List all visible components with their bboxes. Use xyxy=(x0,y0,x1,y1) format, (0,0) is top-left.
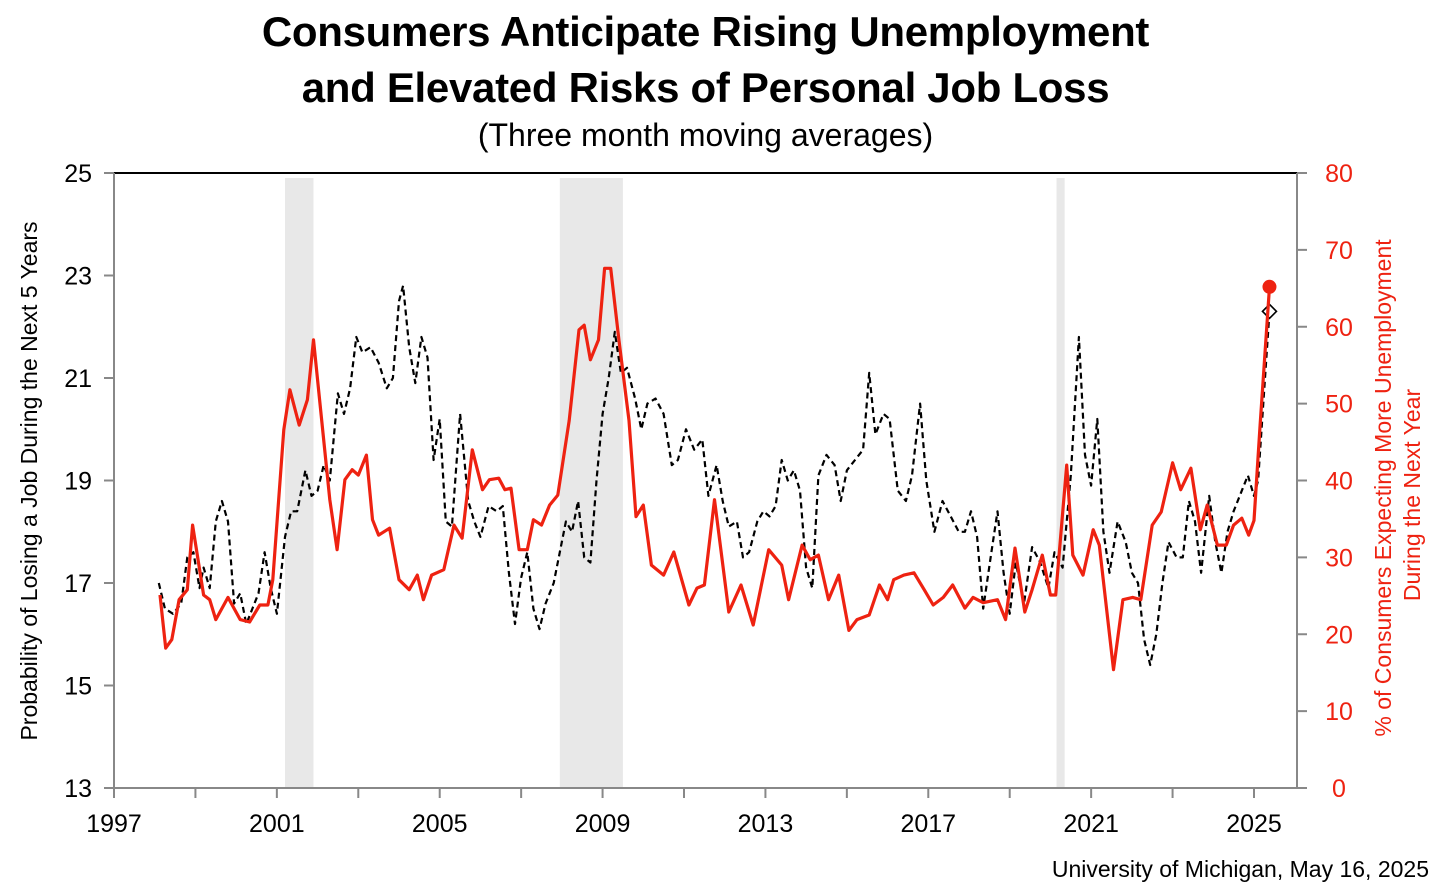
chart-title-line-1: Consumers Anticipate Rising Unemployment xyxy=(261,8,1150,55)
y-right-tick-label: 80 xyxy=(1325,160,1353,188)
unemployment-latest-point xyxy=(1262,279,1277,294)
y-right-tick-label: 50 xyxy=(1325,391,1353,419)
y-axis-left-title: Probability of Losing a Job During the N… xyxy=(16,221,42,740)
y-axis-right-title-line-2: During the Next Year xyxy=(1399,389,1425,602)
y-left-tick-label: 19 xyxy=(64,468,92,496)
recession-band xyxy=(1056,178,1065,788)
y-left-tick-label: 13 xyxy=(64,775,92,803)
x-tick-label: 2025 xyxy=(1226,810,1282,838)
y-right-tick-label: 0 xyxy=(1332,775,1346,803)
chart-title-line-2: and Elevated Risks of Personal Job Loss xyxy=(301,64,1110,111)
series-lines xyxy=(157,266,1278,672)
y-right-tick-label: 40 xyxy=(1325,468,1353,496)
unemployment-expectation-line xyxy=(158,266,1272,672)
x-tick-label: 2021 xyxy=(1063,810,1119,838)
x-tick-label: 2005 xyxy=(412,810,468,838)
y-right-tick-label: 70 xyxy=(1325,237,1353,265)
y-left-tick-label: 21 xyxy=(64,365,92,393)
plot-frame xyxy=(106,172,1298,789)
x-tick-label: 2001 xyxy=(249,810,305,838)
y-right-tick-label: 10 xyxy=(1325,698,1353,726)
recession-band xyxy=(559,178,623,788)
chart-subtitle: (Three month moving averages) xyxy=(477,117,934,153)
y-axis-right-title-line-1: % of Consumers Expecting More Unemployme… xyxy=(1370,239,1396,737)
x-tick-label: 1997 xyxy=(86,810,142,838)
x-tick-label: 2013 xyxy=(738,810,794,838)
y-left-tick-label: 25 xyxy=(64,160,92,188)
job-loss-probability-line xyxy=(157,284,1271,667)
source-note: University of Michigan, May 16, 2025 xyxy=(1051,856,1429,882)
recession-bands xyxy=(285,178,1065,788)
x-tick-label: 2009 xyxy=(575,810,631,838)
x-tick-label: 2017 xyxy=(900,810,956,838)
y-left-tick-label: 17 xyxy=(64,570,92,598)
axis-ticks: 13 15 17 19 21 23 25 0 10 20 30 40 50 60 70 80 1997 2001 2… xyxy=(64,160,1353,838)
y-right-tick-label: 20 xyxy=(1325,621,1353,649)
recession-band xyxy=(285,178,314,788)
y-left-tick-label: 23 xyxy=(64,263,92,291)
job-loss-latest-point xyxy=(1261,303,1278,320)
y-right-tick-label: 60 xyxy=(1325,314,1353,342)
y-right-tick-label: 30 xyxy=(1325,544,1353,572)
y-left-tick-label: 15 xyxy=(64,673,92,701)
